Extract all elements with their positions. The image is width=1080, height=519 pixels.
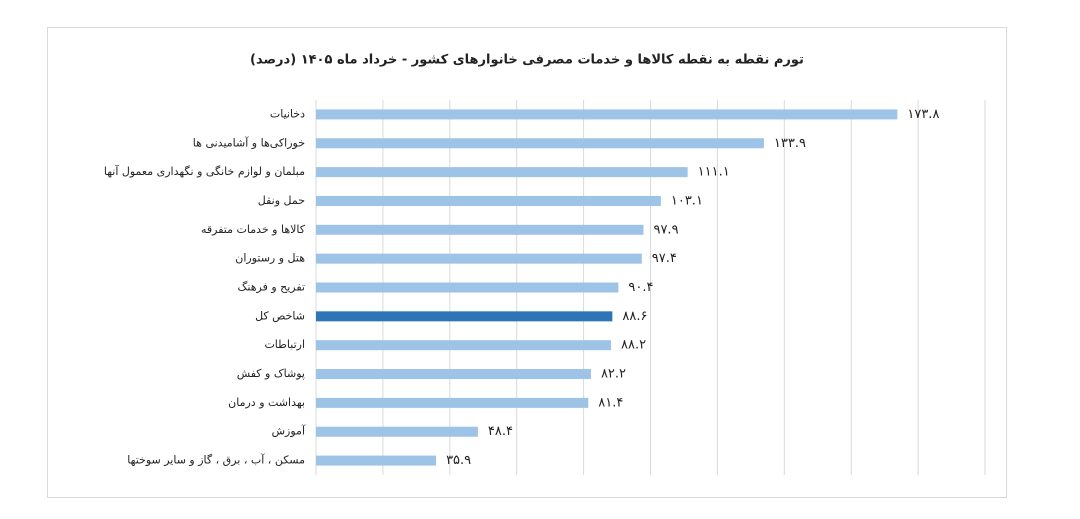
category-label: ارتباطات xyxy=(264,338,305,351)
bar xyxy=(316,369,591,380)
category-label: هتل و رستوران xyxy=(235,252,305,265)
bar xyxy=(316,340,612,351)
category-label: آموزش xyxy=(272,424,306,438)
value-label: ۸۸.۲ xyxy=(621,338,646,353)
bar xyxy=(316,397,589,408)
value-label: ۸۱.۴ xyxy=(598,395,623,410)
bar xyxy=(316,253,642,264)
bar xyxy=(316,282,619,293)
category-label: خوراکی‌ها و آشامیدنی ها xyxy=(193,135,305,149)
value-label: ۱۱۱.۱ xyxy=(698,165,730,180)
bar xyxy=(316,195,661,206)
category-label: کالاها و خدمات متفرقه xyxy=(201,223,306,236)
value-label: ۱۳۳.۹ xyxy=(774,136,806,151)
value-label: ۳۵.۹ xyxy=(446,453,471,468)
category-label: بهداشت و درمان xyxy=(228,396,305,409)
value-label: ۸۸.۶ xyxy=(622,309,647,324)
value-label: ۹۷.۹ xyxy=(653,222,678,237)
value-label: ۸۲.۲ xyxy=(601,367,626,382)
chart-title: تورم نقطه به نقطه کالاها و خدمات مصرفی خ… xyxy=(250,53,804,68)
bar xyxy=(316,426,478,437)
category-label: شاخص کل xyxy=(255,309,305,322)
value-label: ۱۷۳.۸ xyxy=(907,107,939,122)
category-label: مبلمان و لوازم خانگی و نگهداری معمول آنه… xyxy=(104,164,305,178)
bar xyxy=(316,224,644,235)
category-label: پوشاک و کفش xyxy=(237,367,305,380)
bar xyxy=(316,109,898,120)
category-label: دخانیات xyxy=(270,107,305,120)
category-label: مسکن ، آب ، برق ، گاز و سایر سوختها xyxy=(127,453,305,467)
category-label: حمل ونقل xyxy=(258,194,305,207)
value-label: ۹۷.۴ xyxy=(652,251,677,266)
bar xyxy=(316,455,437,466)
value-label: ۱۰۳.۱ xyxy=(671,193,703,208)
category-label: تفریح و فرهنگ xyxy=(238,281,305,294)
bar xyxy=(316,167,688,178)
bar xyxy=(316,138,764,149)
bar xyxy=(316,311,613,322)
value-label: ۹۰.۴ xyxy=(628,280,653,295)
value-label: ۴۸.۴ xyxy=(488,424,513,439)
